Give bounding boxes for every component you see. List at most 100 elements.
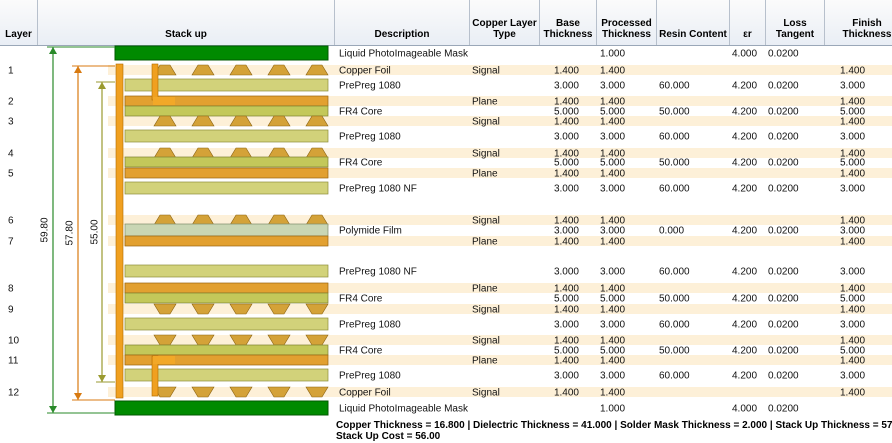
signal-trace xyxy=(267,115,291,127)
cell-copper-type: Plane xyxy=(472,237,498,248)
cell-finish: 1.400 xyxy=(840,356,865,367)
cell-description: PrePreg 1080 NF xyxy=(339,184,417,195)
cell-resin: 50.000 xyxy=(659,107,690,118)
cell-description: PrePreg 1080 xyxy=(339,132,401,143)
cell-description: FR4 Core xyxy=(339,107,383,118)
row-highlight xyxy=(108,96,892,106)
cell-finish: 1.400 xyxy=(840,97,865,108)
cell-description: Liquid PhotoImageable Mask xyxy=(339,404,469,415)
column-header[interactable]: Processed Thickness xyxy=(597,0,657,45)
column-header[interactable]: Finish Thickness xyxy=(825,0,892,45)
column-header[interactable]: Resin Content xyxy=(657,0,730,45)
cell-finish: 1.400 xyxy=(840,237,865,248)
column-header[interactable]: Loss Tangent xyxy=(766,0,825,45)
signal-trace xyxy=(305,64,329,76)
cell-processed: 3.000 xyxy=(600,132,625,143)
footer-cost: Stack Up Cost = 56.00 xyxy=(336,431,441,442)
cell-loss-tangent: 0.0200 xyxy=(768,132,799,143)
column-header[interactable]: εr xyxy=(730,0,766,45)
signal-trace xyxy=(191,115,215,127)
signal-trace xyxy=(229,386,253,398)
row-highlight xyxy=(108,168,892,178)
dimension-arrow xyxy=(74,393,82,400)
cell-finish: 3.000 xyxy=(840,320,865,331)
cell-er: 4.200 xyxy=(732,346,757,357)
cell-er: 4.200 xyxy=(732,226,757,237)
column-header[interactable]: Layer xyxy=(0,0,38,45)
cell-base: 1.400 xyxy=(554,284,579,295)
prepreg xyxy=(124,264,329,278)
cell-resin: 60.000 xyxy=(659,132,690,143)
cell-finish: 5.000 xyxy=(840,346,865,357)
column-header[interactable]: Description xyxy=(335,0,470,45)
column-header[interactable]: Base Thickness xyxy=(540,0,597,45)
cell-processed: 1.000 xyxy=(600,49,625,60)
cell-processed: 5.000 xyxy=(600,107,625,118)
cell-processed: 5.000 xyxy=(600,158,625,169)
cell-finish: 1.400 xyxy=(840,169,865,180)
row-highlight xyxy=(108,304,892,314)
cell-description: Copper Foil xyxy=(339,66,391,77)
cell-layer: 4 xyxy=(8,149,14,160)
copper-plane xyxy=(124,167,329,179)
cell-processed: 1.400 xyxy=(600,284,625,295)
cell-resin: 60.000 xyxy=(659,320,690,331)
cell-finish: 1.400 xyxy=(840,216,865,227)
dimension-arrow xyxy=(98,82,106,89)
cell-processed: 1.000 xyxy=(600,404,625,415)
core xyxy=(124,292,329,304)
cell-finish: 1.400 xyxy=(840,117,865,128)
cell-finish: 1.400 xyxy=(840,149,865,160)
signal-trace xyxy=(229,115,253,127)
cell-finish: 5.000 xyxy=(840,294,865,305)
cell-description: PrePreg 1080 NF xyxy=(339,267,417,278)
cell-base: 3.000 xyxy=(554,226,579,237)
cell-loss-tangent: 0.0200 xyxy=(768,320,799,331)
row-highlight xyxy=(108,335,892,345)
cell-processed: 1.400 xyxy=(600,149,625,160)
cell-processed: 1.400 xyxy=(600,97,625,108)
row-highlight xyxy=(108,355,892,365)
column-header[interactable]: Stack up xyxy=(38,0,335,45)
cell-finish: 5.000 xyxy=(840,107,865,118)
cell-loss-tangent: 0.0200 xyxy=(768,404,799,415)
cell-base: 1.400 xyxy=(554,237,579,248)
via-pad xyxy=(153,97,175,105)
row-highlight xyxy=(108,65,892,75)
cell-base: 1.400 xyxy=(554,169,579,180)
cell-processed: 3.000 xyxy=(600,320,625,331)
cell-processed: 3.000 xyxy=(600,371,625,382)
core xyxy=(124,344,329,356)
cell-base: 3.000 xyxy=(554,132,579,143)
cell-layer: 1 xyxy=(8,66,14,77)
prepreg xyxy=(124,129,329,143)
cell-copper-type: Signal xyxy=(472,149,500,160)
cell-loss-tangent: 0.0200 xyxy=(768,346,799,357)
cell-finish: 3.000 xyxy=(840,184,865,195)
cell-er: 4.200 xyxy=(732,132,757,143)
cell-base: 1.400 xyxy=(554,305,579,316)
cell-finish: 1.400 xyxy=(840,305,865,316)
cell-loss-tangent: 0.0200 xyxy=(768,267,799,278)
cell-finish: 3.000 xyxy=(840,226,865,237)
cell-processed: 1.400 xyxy=(600,388,625,399)
cell-processed: 5.000 xyxy=(600,346,625,357)
cell-resin: 60.000 xyxy=(659,267,690,278)
dimension-arrow xyxy=(49,47,57,54)
cell-loss-tangent: 0.0200 xyxy=(768,371,799,382)
cell-loss-tangent: 0.0200 xyxy=(768,226,799,237)
cell-resin: 50.000 xyxy=(659,346,690,357)
signal-trace xyxy=(305,386,329,398)
cell-er: 4.200 xyxy=(732,320,757,331)
cell-copper-type: Signal xyxy=(472,305,500,316)
row-highlight xyxy=(108,283,892,293)
cell-loss-tangent: 0.0200 xyxy=(768,184,799,195)
row-highlight xyxy=(108,148,892,158)
cell-base: 3.000 xyxy=(554,81,579,92)
cell-description: PrePreg 1080 xyxy=(339,320,401,331)
column-header[interactable]: Copper Layer Type xyxy=(470,0,540,45)
cell-er: 4.200 xyxy=(732,107,757,118)
cell-layer: 8 xyxy=(8,284,14,295)
row-highlight xyxy=(108,116,892,126)
cell-layer: 3 xyxy=(8,117,14,128)
